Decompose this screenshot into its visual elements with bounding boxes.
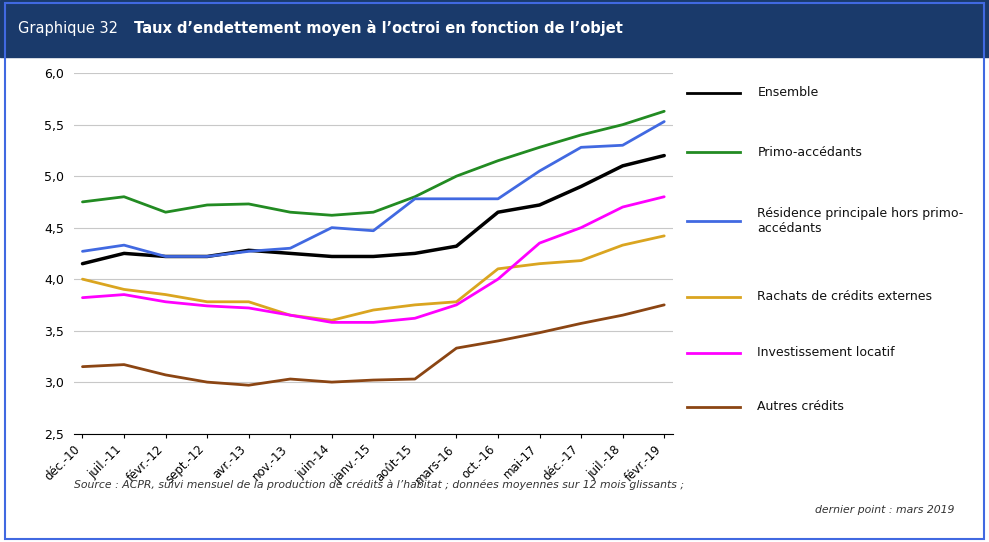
Text: dernier point : mars 2019: dernier point : mars 2019 [815,505,954,515]
Text: Ensemble: Ensemble [758,87,819,100]
Text: Autres crédits: Autres crédits [758,400,845,413]
Text: Rachats de crédits externes: Rachats de crédits externes [758,290,933,303]
Text: Source : ACPR, suivi mensuel de la production de crédits à l’habitat ; données m: Source : ACPR, suivi mensuel de la produ… [74,480,684,490]
Text: Investissement locatif: Investissement locatif [758,346,895,359]
Text: Graphique 32: Graphique 32 [18,21,118,36]
Text: Primo-accédants: Primo-accédants [758,146,862,159]
Text: Taux d’endettement moyen à l’octroi en fonction de l’objet: Taux d’endettement moyen à l’octroi en f… [134,21,622,36]
Text: Résidence principale hors primo-
accédants: Résidence principale hors primo- accédan… [758,207,963,235]
